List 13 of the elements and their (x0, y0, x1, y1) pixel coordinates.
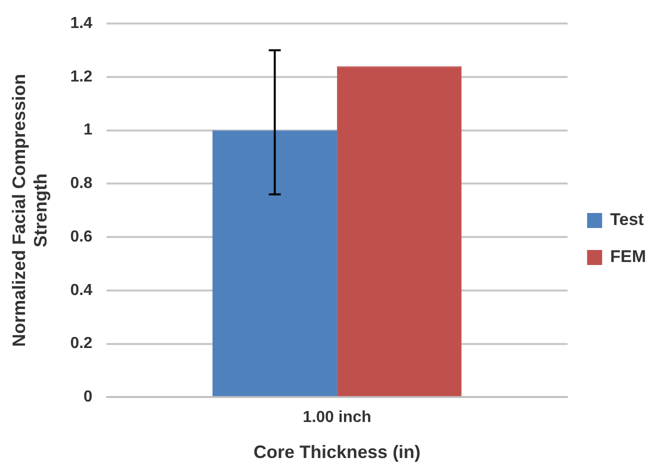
x-axis-title: Core Thickness (in) (254, 442, 421, 462)
legend-label: Test (610, 210, 644, 230)
y-tick-label: 0.4 (70, 282, 93, 299)
y-tick-label: 1.2 (70, 68, 93, 86)
y-tick-label: 0 (84, 388, 93, 406)
y-tick-label: 0.2 (70, 335, 93, 352)
y-tick-label: 1 (84, 122, 93, 139)
y-tick-label: 0.8 (70, 175, 93, 192)
x-tick-label: 1.00 inch (302, 409, 372, 426)
y-tick-label: 0.6 (70, 228, 93, 246)
y-tick-label: 1.4 (70, 15, 93, 32)
legend-label: FEM (610, 247, 646, 266)
y-axis-title: Normalized Facial Compression Strength (8, 74, 50, 347)
